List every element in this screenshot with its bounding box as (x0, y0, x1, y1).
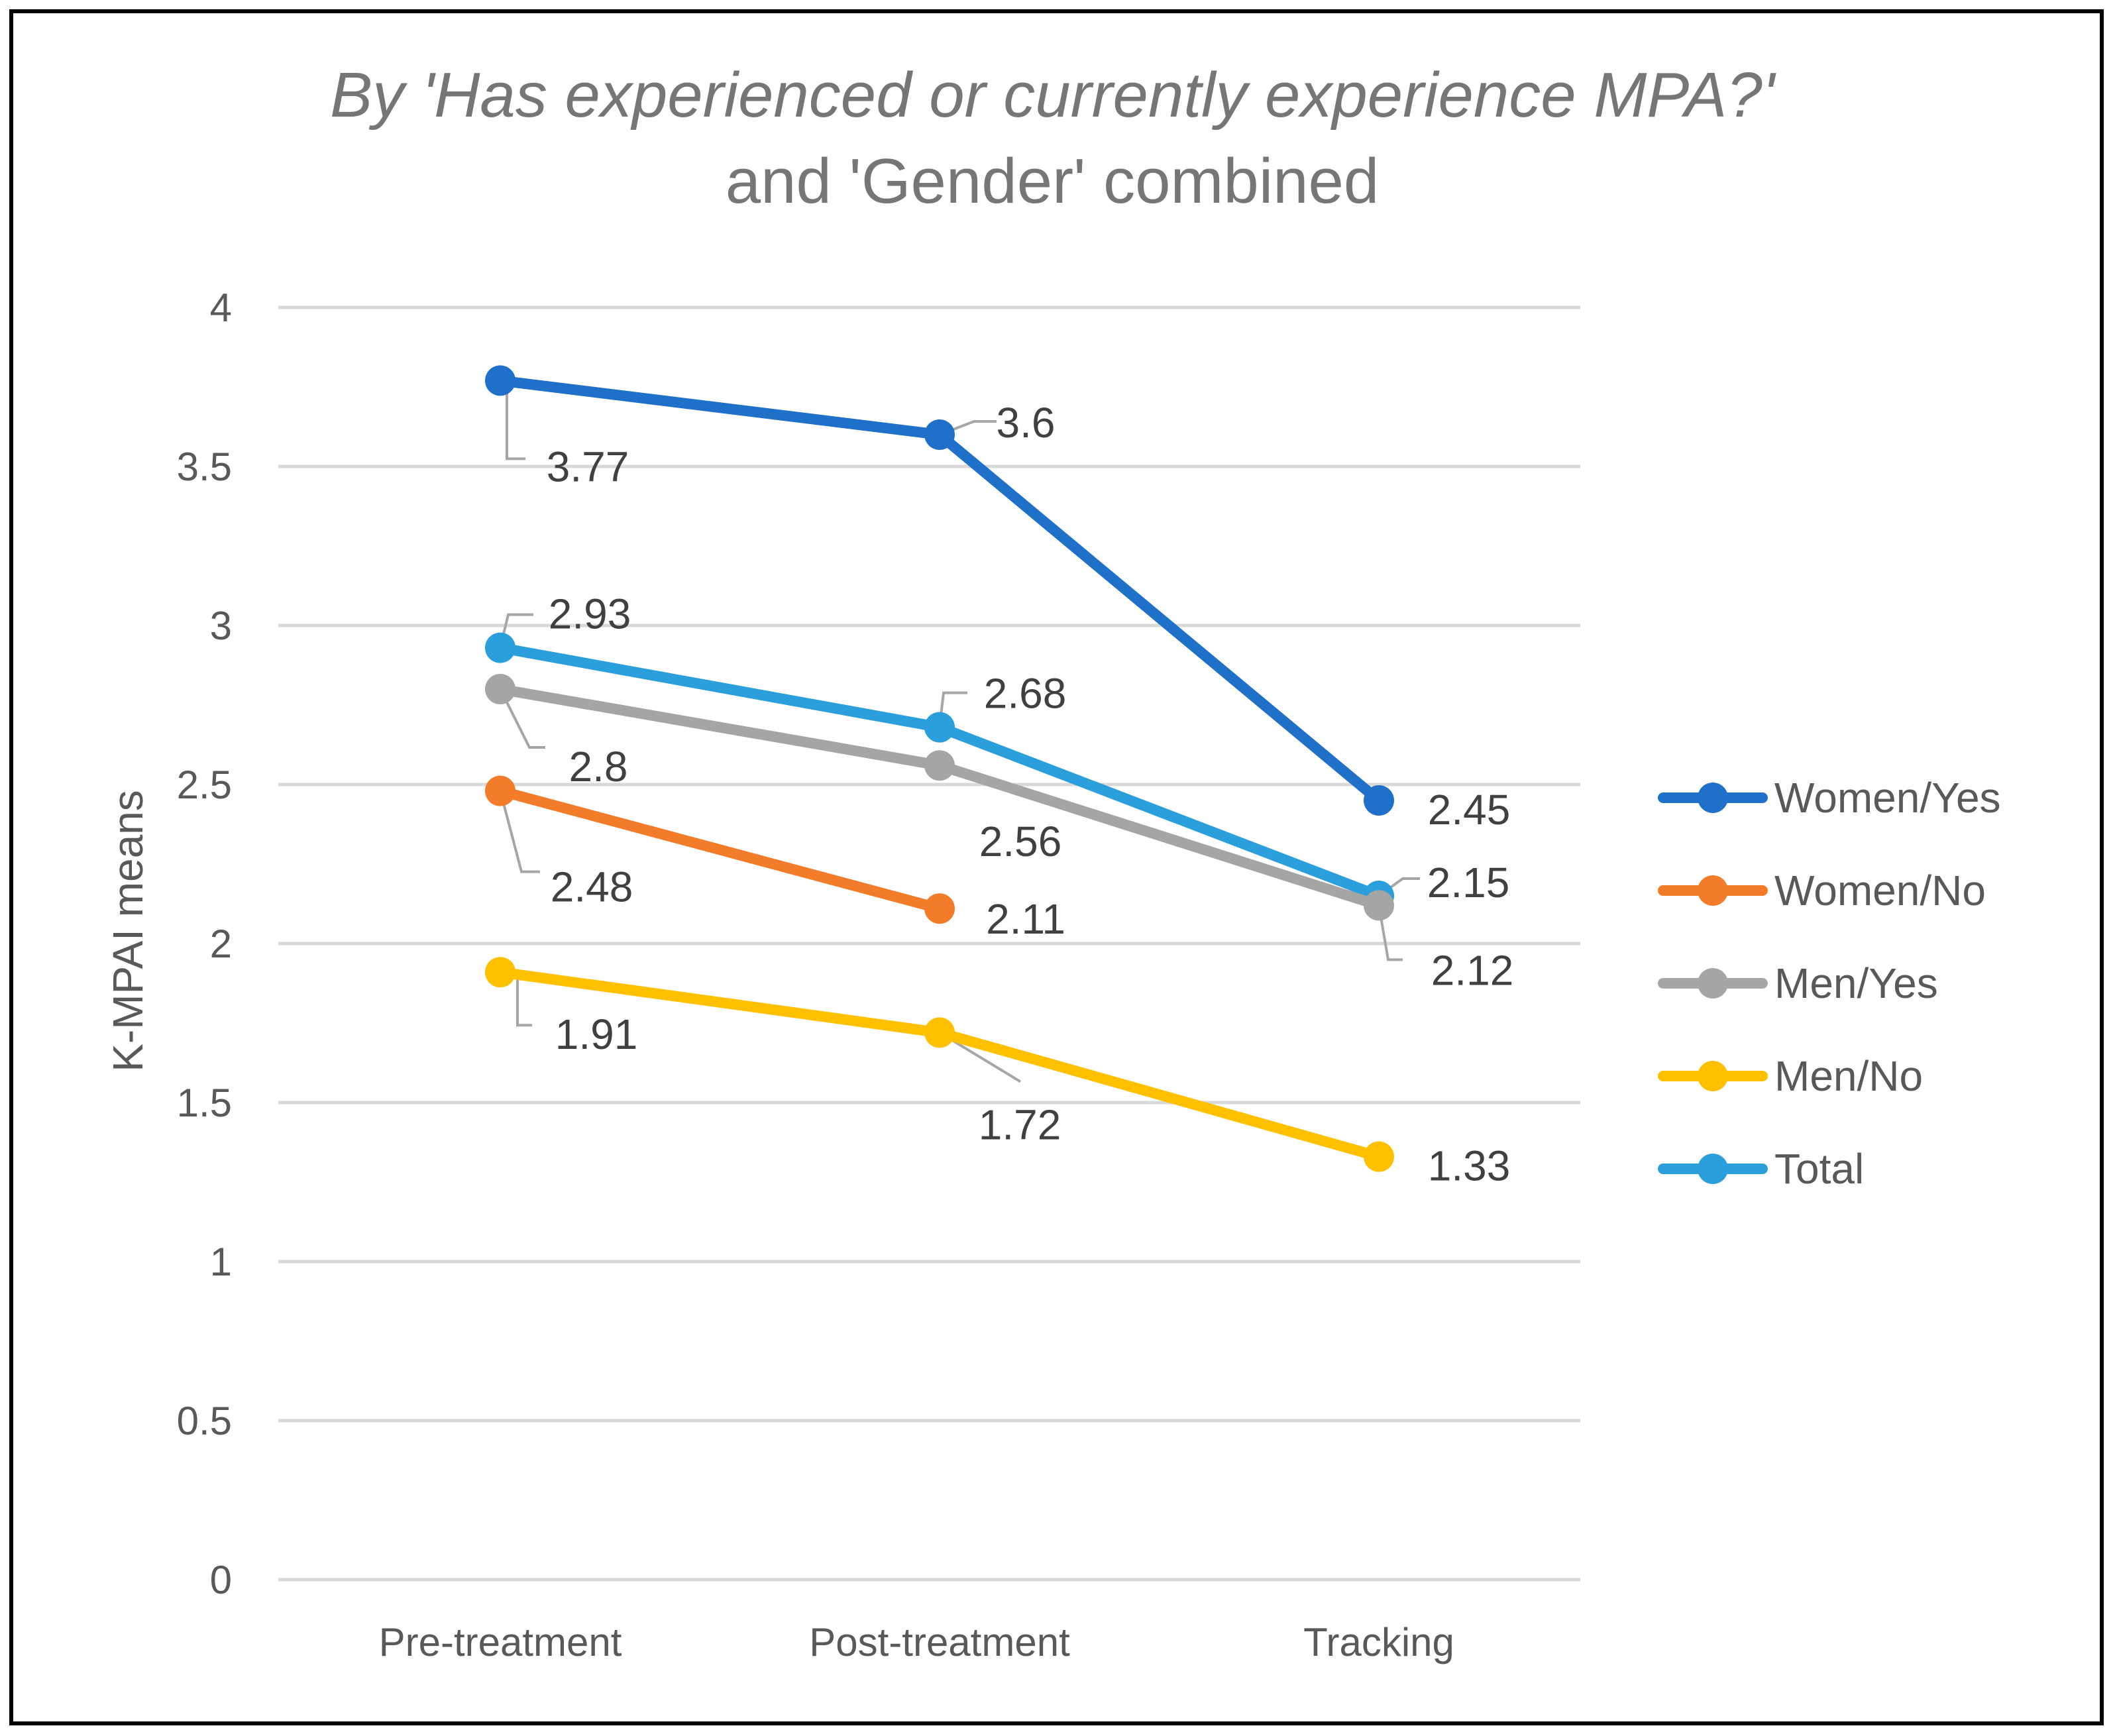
legend-item-women-no[interactable]: Women/No (1658, 867, 1986, 914)
x-axis-ticks: Pre-treatment Post-treatment Tracking (379, 1620, 1454, 1664)
legend-label: Women/No (1774, 867, 1986, 914)
data-label-women-yes-0: 3.77 (547, 443, 629, 490)
legend-item-total[interactable]: Total (1658, 1145, 1864, 1193)
legend-label: Men/Yes (1774, 959, 1938, 1007)
y-tick-label-2: 1 (210, 1240, 232, 1284)
point-women-yes-2 (1364, 785, 1394, 816)
data-label-women-no-0: 2.48 (551, 863, 633, 911)
point-men-yes-2 (1364, 890, 1394, 921)
legend-label: Women/Yes (1774, 774, 2001, 822)
y-tick-label-0: 0 (210, 1558, 232, 1602)
y-axis-ticks: 0 0.5 1 1.5 2 2.5 3 3.5 4 (177, 286, 232, 1602)
series-men-no (485, 957, 1394, 1172)
point-total-0 (485, 632, 516, 663)
x-tick-label-0: Pre-treatment (379, 1620, 622, 1664)
series-women-yes (485, 365, 1394, 816)
x-tick-label-1: Post-treatment (809, 1620, 1070, 1664)
y-tick-label-4: 2 (210, 922, 232, 966)
point-women-yes-1 (924, 419, 955, 450)
point-total-1 (924, 712, 955, 743)
series-line-women-no (495, 785, 945, 914)
legend-item-men-no[interactable]: Men/No (1658, 1052, 1923, 1100)
chart-title-line-1: By 'Has experienced or currently experie… (330, 60, 1777, 131)
chart-container: By 'Has experienced or currently experie… (9, 9, 2104, 1725)
data-label-men-yes-1: 2.56 (979, 818, 1062, 865)
point-men-no-2 (1364, 1141, 1394, 1172)
y-tick-label-6: 3 (210, 604, 232, 648)
y-tick-label-3: 1.5 (177, 1081, 232, 1125)
series-men-yes (485, 674, 1394, 921)
leader-men-yes-2 (1378, 905, 1403, 961)
legend-item-women-yes[interactable]: Women/Yes (1658, 774, 2001, 822)
data-label-men-yes-2: 2.12 (1431, 946, 1514, 994)
series-line-men-no (495, 967, 1384, 1162)
data-label-men-yes-0: 2.8 (569, 743, 628, 790)
y-axis-title: K-MPAI means (104, 790, 152, 1072)
chart-title-line-2: and 'Gender' combined (726, 146, 1380, 217)
point-women-no-1 (924, 893, 955, 924)
legend-swatch-marker (1698, 968, 1728, 999)
data-label-men-no-1: 1.72 (979, 1101, 1061, 1148)
x-tick-label-2: Tracking (1303, 1620, 1454, 1664)
legend-label: Men/No (1774, 1052, 1923, 1100)
legend-swatch-marker (1698, 783, 1728, 813)
data-label-men-no-0: 1.91 (555, 1010, 638, 1058)
data-label-total-2: 2.15 (1427, 859, 1510, 906)
data-label-women-yes-1: 3.6 (997, 399, 1056, 447)
data-label-total-1: 2.68 (984, 670, 1067, 718)
legend-swatch-marker (1698, 1061, 1728, 1091)
legend-swatch-marker (1698, 875, 1728, 906)
point-men-yes-0 (485, 674, 516, 704)
point-men-yes-1 (924, 750, 955, 781)
legend-item-men-yes[interactable]: Men/Yes (1658, 959, 1938, 1007)
leader-women-no-0 (499, 790, 540, 873)
legend-swatch-marker (1698, 1154, 1728, 1184)
leader-men-yes-0 (499, 688, 545, 749)
data-label-women-yes-2: 2.45 (1428, 786, 1511, 834)
data-label-total-0: 2.93 (549, 590, 631, 638)
y-tick-label-7: 3.5 (177, 445, 232, 489)
point-men-no-0 (485, 957, 516, 988)
point-men-no-1 (924, 1017, 955, 1048)
y-tick-label-5: 2.5 (177, 763, 232, 807)
y-tick-label-8: 4 (210, 286, 232, 330)
series (485, 365, 1394, 1172)
legend-label: Total (1774, 1145, 1864, 1193)
series-women-no (485, 775, 955, 924)
data-labels: 3.77 3.6 2.45 2.48 2.11 2.8 2.56 2.12 1.91 1.72 1.… (547, 399, 1514, 1190)
data-label-women-no-1: 2.11 (986, 895, 1065, 943)
point-women-no-0 (485, 775, 516, 806)
y-tick-label-1: 0.5 (177, 1399, 232, 1443)
data-label-men-no-2: 1.33 (1428, 1142, 1511, 1190)
point-women-yes-0 (485, 365, 516, 396)
legend[interactable]: Women/Yes Women/No Men/Yes Men/No Total (1658, 774, 2001, 1193)
line-chart: By 'Has experienced or currently experie… (104, 60, 2001, 1664)
